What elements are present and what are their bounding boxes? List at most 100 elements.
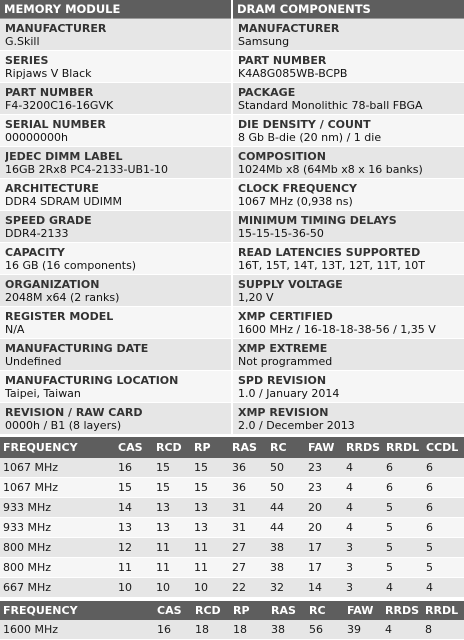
dram-spd-revision-field: SPD REVISION 1.0 / January 2014	[233, 371, 464, 403]
jedec-col-rcd: RCD	[153, 437, 191, 458]
jedec-cell-rrdl: 6	[383, 477, 423, 498]
memory-module-header: MEMORY MODULE	[0, 0, 231, 19]
xmp-col-rcd: RCD	[192, 601, 230, 620]
jedec-cell-ccdl: 5	[423, 537, 464, 558]
module-serial-number-label: SERIAL NUMBER	[5, 118, 106, 131]
dram-xmp-extreme-field: XMP EXTREME Not programmed	[233, 339, 464, 371]
jedec-cell-rrds: 4	[343, 497, 383, 518]
jedec-cell-rrds: 4	[343, 458, 383, 478]
memory-module-column: MEMORY MODULE MANUFACTURER G.Skill SERIES R…	[0, 0, 231, 435]
jedec-cell-cas: 16	[115, 458, 153, 478]
jedec-col-ccdl: CCDL	[423, 437, 464, 458]
jedec-cell-rp: 15	[191, 458, 229, 478]
jedec-cell-rp: 15	[191, 477, 229, 498]
dram-die-density-count-field: DIE DENSITY / COUNT 8 Gb B-die (20 nm) / …	[233, 115, 464, 147]
xmp-col-faw: FAW	[344, 601, 382, 620]
jedec-cell-frequency: 933 MHz	[0, 517, 115, 538]
dram-manufacturer-value: Samsung	[238, 35, 290, 48]
dram-part-number-field: PART NUMBER K4A8G085WB-BCPB	[233, 51, 464, 83]
jedec-cell-ras: 27	[229, 537, 267, 558]
jedec-timings-table: FREQUENCY CAS RCD RP RAS RC FAW RRDS RRDL CCDL 10…	[0, 437, 464, 598]
jedec-cell-faw: 20	[305, 517, 343, 538]
dram-composition-value: 1024Mb x8 (64Mb x8 x 16 banks)	[238, 163, 423, 176]
dram-clock-frequency-value: 1067 MHz (0,938 ns)	[238, 195, 353, 208]
jedec-cell-cas: 10	[115, 577, 153, 598]
dram-xmp-extreme-label: XMP EXTREME	[238, 342, 328, 355]
module-manufacturing-location-field: MANUFACTURING LOCATION Taipei, Taiwan	[0, 371, 231, 403]
module-organization-value: 2048M x64 (2 ranks)	[5, 291, 120, 304]
table-row: 800 MHz 11 11 11 27 38 17 3 5 5	[0, 557, 464, 578]
dram-xmp-certified-field: XMP CERTIFIED 1600 MHz / 16-18-18-38-56 /…	[233, 307, 464, 339]
xmp-col-rp: RP	[230, 601, 268, 620]
xmp-col-ras: RAS	[268, 601, 306, 620]
xmp-col-cas: CAS	[154, 601, 192, 620]
dram-minimum-timing-delays-field: MINIMUM TIMING DELAYS 15-15-15-36-50	[233, 211, 464, 243]
jedec-cell-rrds: 4	[343, 517, 383, 538]
module-speed-grade-value: DDR4-2133	[5, 227, 69, 240]
dram-part-number-label: PART NUMBER	[238, 54, 327, 67]
jedec-cell-ras: 31	[229, 517, 267, 538]
module-series-field: SERIES Ripjaws V Black	[0, 51, 231, 83]
dram-minimum-timing-delays-label: MINIMUM TIMING DELAYS	[238, 214, 397, 227]
module-organization-label: ORGANIZATION	[5, 278, 100, 291]
jedec-cell-rp: 10	[191, 577, 229, 598]
jedec-cell-ras: 22	[229, 577, 267, 598]
table-row: 1067 MHz 16 15 15 36 50 23 4 6 6	[0, 458, 464, 478]
jedec-cell-rrdl: 5	[383, 537, 423, 558]
jedec-cell-ccdl: 6	[423, 517, 464, 538]
dram-spd-revision-value: 1.0 / January 2014	[238, 387, 340, 400]
module-part-number-label: PART NUMBER	[5, 86, 94, 99]
jedec-cell-faw: 20	[305, 497, 343, 518]
jedec-cell-rc: 38	[267, 557, 305, 578]
jedec-cell-rc: 50	[267, 458, 305, 478]
jedec-cell-rcd: 13	[153, 517, 191, 538]
dram-composition-label: COMPOSITION	[238, 150, 326, 163]
dram-part-number-value: K4A8G085WB-BCPB	[238, 67, 348, 80]
module-serial-number-value: 00000000h	[5, 131, 68, 144]
dram-xmp-certified-value: 1600 MHz / 16-18-18-38-56 / 1,35 V	[238, 323, 436, 336]
dram-package-label: PACKAGE	[238, 86, 296, 99]
module-manufacturing-location-label: MANUFACTURING LOCATION	[5, 374, 179, 387]
jedec-col-frequency: FREQUENCY	[0, 437, 115, 458]
jedec-cell-rc: 44	[267, 497, 305, 518]
jedec-col-rrds: RRDS	[343, 437, 383, 458]
jedec-col-faw: FAW	[305, 437, 343, 458]
table-row: 1067 MHz 15 15 15 36 50 23 4 6 6	[0, 477, 464, 498]
jedec-cell-ras: 27	[229, 557, 267, 578]
jedec-cell-rrdl: 5	[383, 557, 423, 578]
module-capacity-label: CAPACITY	[5, 246, 65, 259]
xmp-timings-header-row: FREQUENCY CAS RCD RP RAS RC FAW RRDS RRDL	[0, 601, 464, 620]
xmp-col-frequency: FREQUENCY	[0, 601, 154, 620]
jedec-cell-rcd: 11	[153, 537, 191, 558]
module-register-model-value: N/A	[5, 323, 25, 336]
dram-xmp-revision-value: 2.0 / December 2013	[238, 419, 355, 432]
jedec-cell-faw: 17	[305, 557, 343, 578]
jedec-cell-rp: 11	[191, 557, 229, 578]
jedec-cell-ccdl: 5	[423, 557, 464, 578]
module-architecture-label: ARCHITECTURE	[5, 182, 99, 195]
dram-xmp-extreme-value: Not programmed	[238, 355, 333, 368]
jedec-cell-cas: 11	[115, 557, 153, 578]
module-part-number-field: PART NUMBER F4-3200C16-16GVK	[0, 83, 231, 115]
dram-composition-field: COMPOSITION 1024Mb x8 (64Mb x8 x 16 banks…	[233, 147, 464, 179]
module-revision-raw-card-label: REVISION / RAW CARD	[5, 406, 143, 419]
jedec-col-rp: RP	[191, 437, 229, 458]
module-manufacturer-field: MANUFACTURER G.Skill	[0, 19, 231, 51]
module-architecture-field: ARCHITECTURE DDR4 SDRAM UDIMM	[0, 179, 231, 211]
dram-minimum-timing-delays-value: 15-15-15-36-50	[238, 227, 324, 240]
dram-clock-frequency-field: CLOCK FREQUENCY 1067 MHz (0,938 ns)	[233, 179, 464, 211]
jedec-cell-rcd: 13	[153, 497, 191, 518]
jedec-col-ras: RAS	[229, 437, 267, 458]
module-manufacturer-value: G.Skill	[5, 35, 40, 48]
jedec-timings-header-row: FREQUENCY CAS RCD RP RAS RC FAW RRDS RRDL CCDL	[0, 437, 464, 458]
jedec-cell-frequency: 933 MHz	[0, 497, 115, 518]
jedec-cell-faw: 17	[305, 537, 343, 558]
jedec-cell-rp: 13	[191, 517, 229, 538]
dram-supply-voltage-field: SUPPLY VOLTAGE 1,20 V	[233, 275, 464, 307]
dram-die-density-count-label: DIE DENSITY / COUNT	[238, 118, 371, 131]
jedec-col-rrdl: RRDL	[383, 437, 423, 458]
jedec-cell-ras: 36	[229, 458, 267, 478]
jedec-cell-frequency: 1067 MHz	[0, 477, 115, 498]
jedec-cell-rrdl: 6	[383, 458, 423, 478]
